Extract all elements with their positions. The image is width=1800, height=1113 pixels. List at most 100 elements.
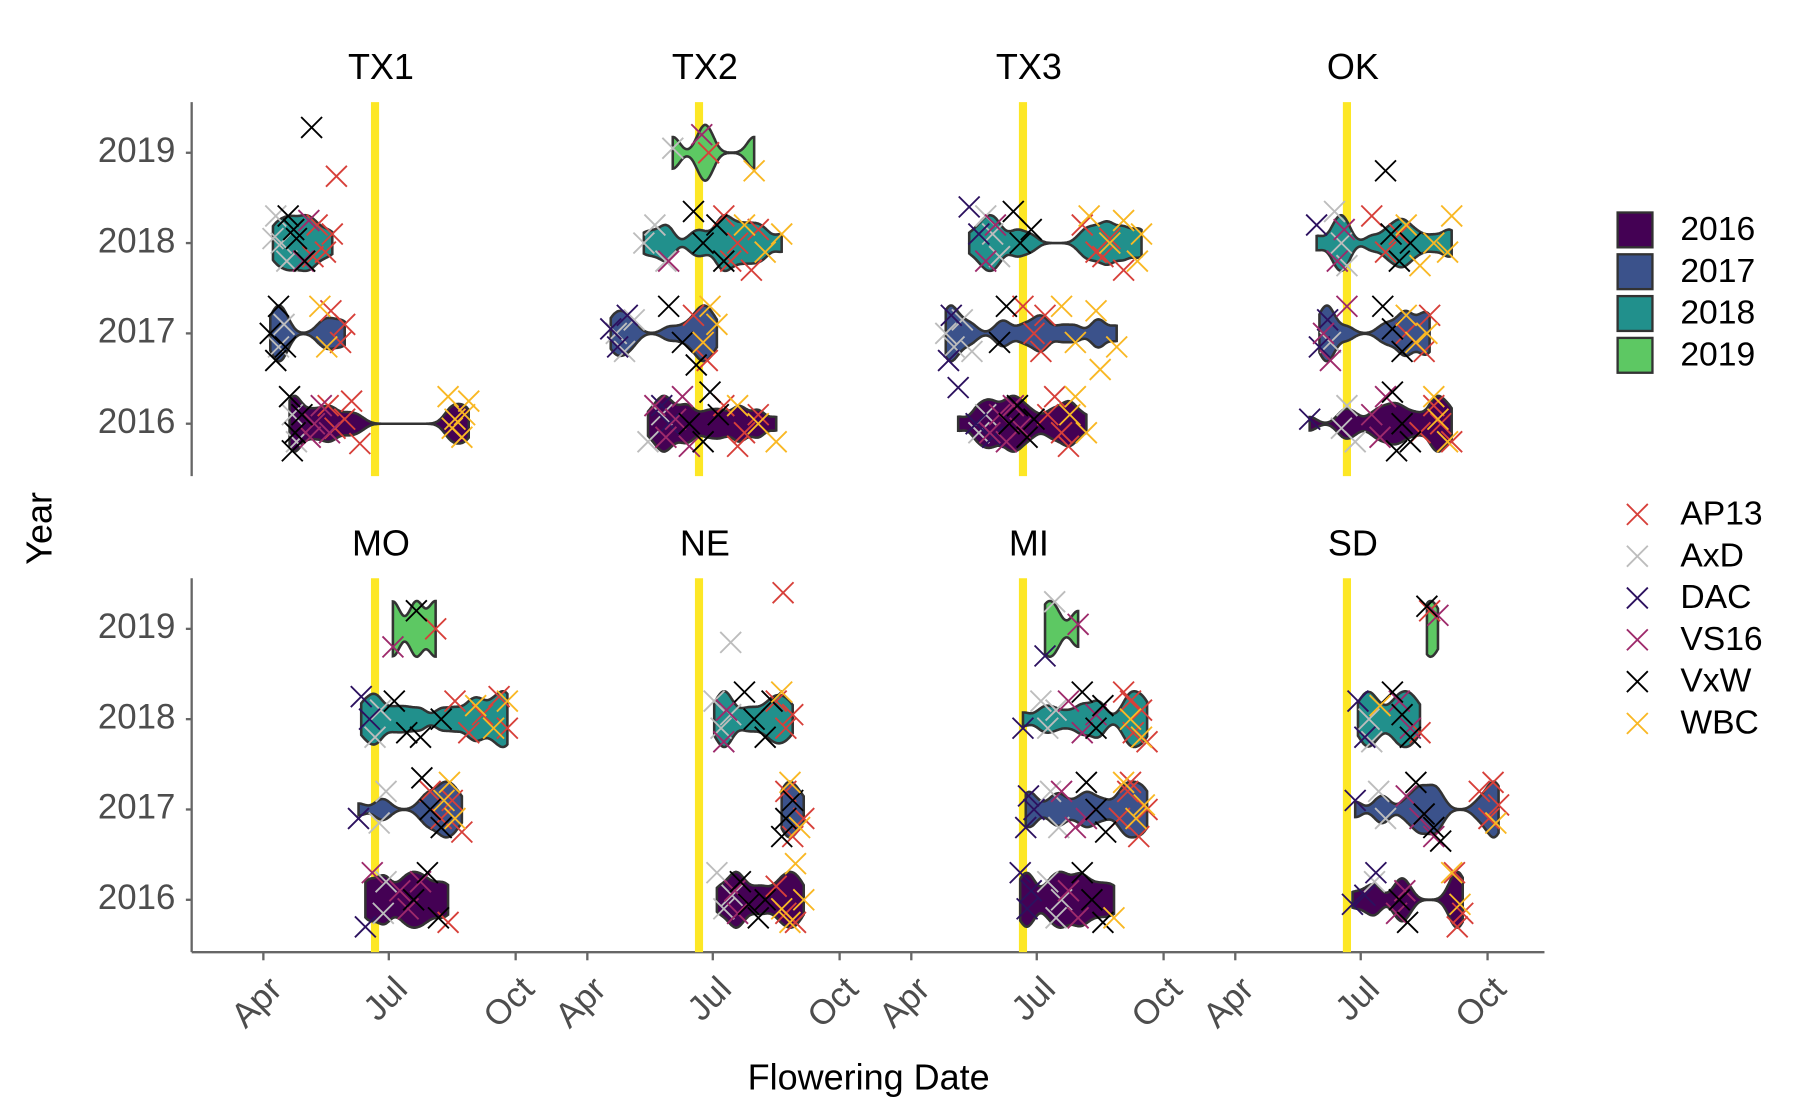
point <box>1312 322 1335 345</box>
point <box>1071 721 1094 744</box>
point <box>1064 331 1087 354</box>
point <box>937 349 960 372</box>
point <box>450 820 473 844</box>
point <box>1002 200 1025 223</box>
point <box>1374 159 1397 182</box>
point <box>958 195 981 219</box>
point <box>1388 888 1411 911</box>
point <box>1368 426 1392 449</box>
point <box>430 708 453 731</box>
legend-label: AP13 <box>1680 495 1762 532</box>
point <box>1071 861 1094 884</box>
point <box>1360 730 1383 753</box>
point <box>1335 295 1359 318</box>
point <box>438 771 461 794</box>
point <box>1022 798 1046 821</box>
point <box>1044 699 1068 722</box>
point <box>747 412 770 435</box>
point <box>726 435 749 458</box>
point <box>690 123 713 146</box>
point <box>1044 906 1068 929</box>
point <box>1050 421 1073 444</box>
point <box>372 902 395 925</box>
point <box>1399 430 1422 453</box>
point <box>374 870 398 893</box>
point <box>1084 717 1108 740</box>
point <box>792 888 815 911</box>
point <box>778 771 802 794</box>
point <box>1368 694 1392 717</box>
point <box>333 313 356 336</box>
point <box>705 313 729 336</box>
point <box>1305 213 1328 237</box>
point <box>678 435 701 458</box>
point <box>1426 408 1450 431</box>
point <box>754 240 777 264</box>
point <box>599 317 622 340</box>
legend-label: 2017 <box>1680 253 1755 290</box>
facet-title: MI <box>1009 522 1049 563</box>
point <box>715 699 738 722</box>
point <box>733 421 756 444</box>
x-tick-label: Oct <box>1448 969 1514 1035</box>
point <box>402 888 425 911</box>
point <box>1112 259 1135 282</box>
point <box>1067 906 1090 929</box>
point <box>1057 689 1080 713</box>
legend-marker <box>1626 586 1649 610</box>
point <box>1353 726 1376 749</box>
point <box>317 394 340 417</box>
point <box>1124 807 1148 830</box>
point <box>278 385 301 408</box>
point <box>719 631 742 654</box>
facet-title: TX1 <box>348 46 414 87</box>
point <box>1374 807 1397 830</box>
point <box>1330 417 1353 440</box>
point <box>765 875 788 898</box>
point <box>1422 231 1445 255</box>
point <box>1071 213 1094 237</box>
point <box>712 250 735 273</box>
point <box>1333 218 1356 241</box>
point <box>1385 902 1408 925</box>
point <box>1429 412 1452 435</box>
point <box>1130 699 1153 722</box>
point <box>1298 408 1321 431</box>
point <box>743 708 766 731</box>
point <box>259 322 282 345</box>
point <box>315 335 338 359</box>
point <box>1016 426 1039 449</box>
point <box>1385 439 1408 462</box>
point <box>788 816 811 839</box>
point <box>1029 689 1053 713</box>
point <box>650 403 673 426</box>
point <box>1353 884 1376 907</box>
point <box>613 340 636 363</box>
point <box>1119 771 1142 794</box>
point <box>1036 717 1059 740</box>
x-tick-label: Oct <box>800 969 866 1035</box>
point <box>774 717 797 740</box>
point <box>743 159 766 182</box>
point <box>784 852 807 875</box>
point <box>781 789 804 812</box>
point <box>664 408 687 431</box>
point <box>747 403 770 426</box>
point <box>995 295 1018 318</box>
point <box>347 807 370 830</box>
point <box>606 335 629 359</box>
point <box>1002 394 1025 417</box>
point <box>329 331 352 354</box>
point <box>457 721 480 744</box>
point <box>1443 861 1466 884</box>
point <box>636 430 660 453</box>
point <box>1422 816 1445 839</box>
point <box>354 915 377 938</box>
point <box>1344 789 1367 812</box>
legend-label: 2019 <box>1680 336 1755 373</box>
point <box>282 218 305 241</box>
point <box>1367 780 1390 803</box>
point <box>778 911 802 934</box>
point <box>1341 893 1364 916</box>
point <box>698 380 722 404</box>
